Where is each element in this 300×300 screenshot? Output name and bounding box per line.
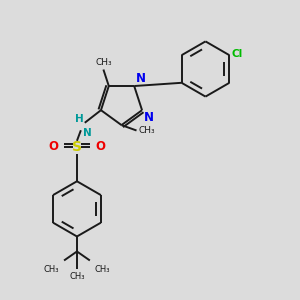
Text: N: N <box>144 111 154 124</box>
Text: CH₃: CH₃ <box>95 58 112 67</box>
Text: CH₃: CH₃ <box>69 272 85 281</box>
Text: H: H <box>75 114 84 124</box>
Text: N: N <box>83 128 92 138</box>
Text: S: S <box>72 140 82 154</box>
Text: CH₃: CH₃ <box>139 126 155 135</box>
Text: CH₃: CH₃ <box>44 265 59 274</box>
Text: O: O <box>95 140 105 153</box>
Text: N: N <box>136 72 146 85</box>
Text: Cl: Cl <box>232 49 243 59</box>
Text: CH₃: CH₃ <box>95 265 110 274</box>
Text: O: O <box>49 140 59 153</box>
